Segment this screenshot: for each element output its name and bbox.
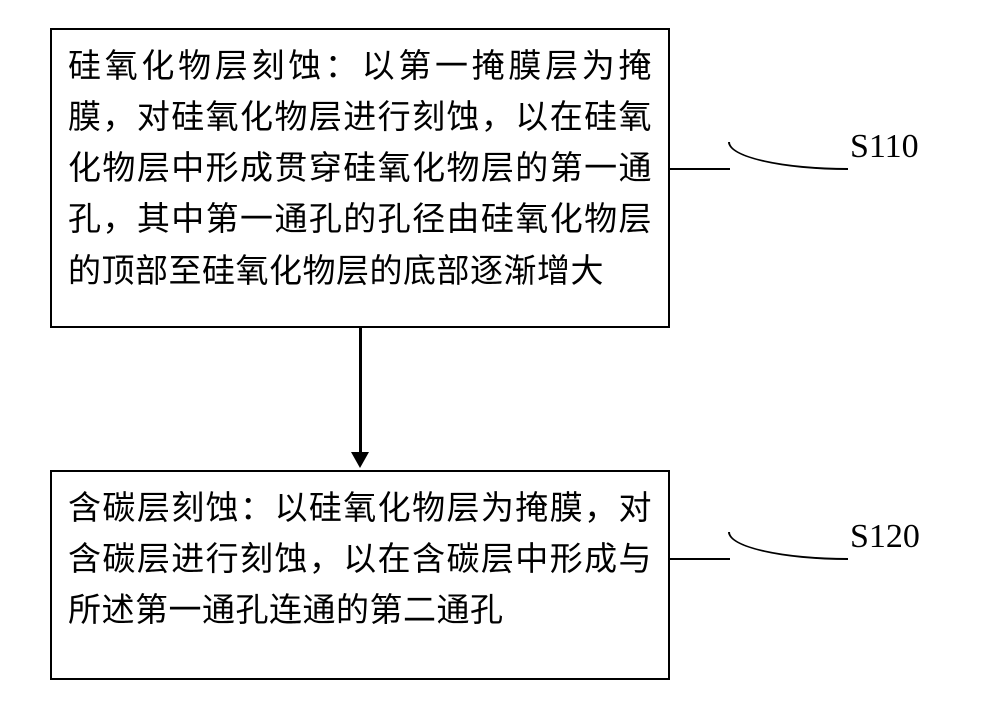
flowchart-canvas: { "boxes": [ { "id": "S110", "text": "硅氧… — [0, 0, 1000, 720]
flow-step-text: 含碳层刻蚀：以硅氧化物层为掩膜，对含碳层进行刻蚀，以在含碳层中形成与所述第一通孔… — [68, 491, 652, 629]
step-label-s120: S120 — [850, 518, 920, 556]
flow-step-s120: 含碳层刻蚀：以硅氧化物层为掩膜，对含碳层进行刻蚀，以在含碳层中形成与所述第一通孔… — [50, 470, 670, 680]
step-label-s110: S110 — [850, 128, 919, 166]
flow-step-text: 硅氧化物层刻蚀：以第一掩膜层为掩膜，对硅氧化物层进行刻蚀，以在硅氧化物层中形成贯… — [68, 49, 652, 290]
flow-step-s110: 硅氧化物层刻蚀：以第一掩膜层为掩膜，对硅氧化物层进行刻蚀，以在硅氧化物层中形成贯… — [50, 28, 670, 328]
